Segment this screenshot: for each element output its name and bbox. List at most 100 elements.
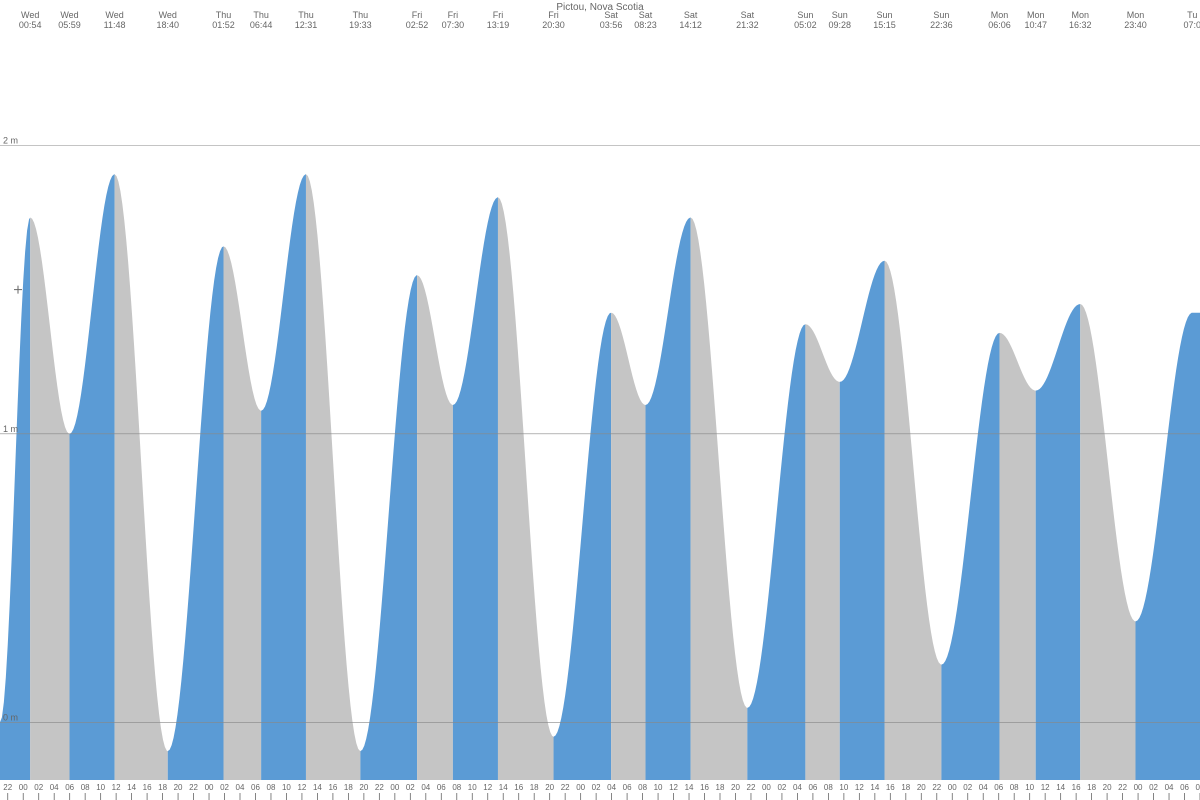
svg-text:20: 20 [174, 783, 183, 792]
svg-text:05:59: 05:59 [58, 20, 81, 30]
svg-text:14: 14 [127, 783, 136, 792]
svg-text:Tu: Tu [1187, 10, 1197, 20]
svg-text:14: 14 [685, 783, 694, 792]
svg-text:04: 04 [421, 783, 430, 792]
svg-text:18: 18 [158, 783, 167, 792]
svg-text:14: 14 [1056, 783, 1065, 792]
svg-text:08: 08 [267, 783, 276, 792]
svg-text:18: 18 [716, 783, 725, 792]
svg-text:14: 14 [499, 783, 508, 792]
svg-text:16: 16 [886, 783, 895, 792]
svg-text:Wed: Wed [21, 10, 39, 20]
svg-text:04: 04 [607, 783, 616, 792]
svg-text:Thu: Thu [353, 10, 369, 20]
svg-text:10: 10 [96, 783, 105, 792]
svg-text:20:30: 20:30 [542, 20, 565, 30]
svg-text:Sat: Sat [604, 10, 618, 20]
y-axis-label: 2 m [3, 135, 18, 145]
svg-text:16: 16 [328, 783, 337, 792]
svg-text:16: 16 [143, 783, 152, 792]
svg-text:21:32: 21:32 [736, 20, 759, 30]
svg-text:08:23: 08:23 [634, 20, 657, 30]
svg-text:00:54: 00:54 [19, 20, 42, 30]
svg-text:08: 08 [81, 783, 90, 792]
svg-text:Fri: Fri [493, 10, 504, 20]
svg-text:06:06: 06:06 [988, 20, 1011, 30]
svg-text:02: 02 [406, 783, 415, 792]
svg-text:Sun: Sun [797, 10, 813, 20]
svg-text:15:15: 15:15 [873, 20, 896, 30]
svg-text:Mon: Mon [1027, 10, 1045, 20]
svg-text:06: 06 [994, 783, 1003, 792]
svg-text:06: 06 [437, 783, 446, 792]
svg-text:22: 22 [189, 783, 198, 792]
svg-text:12: 12 [112, 783, 121, 792]
svg-text:Thu: Thu [216, 10, 232, 20]
svg-text:23:40: 23:40 [1124, 20, 1147, 30]
svg-text:02: 02 [34, 783, 43, 792]
svg-text:08: 08 [1196, 783, 1200, 792]
svg-text:06: 06 [808, 783, 817, 792]
svg-text:22: 22 [561, 783, 570, 792]
svg-text:Sun: Sun [877, 10, 893, 20]
svg-text:00: 00 [1134, 783, 1143, 792]
svg-text:08: 08 [638, 783, 647, 792]
svg-text:Wed: Wed [60, 10, 78, 20]
svg-text:Fri: Fri [412, 10, 423, 20]
svg-text:09:28: 09:28 [829, 20, 852, 30]
svg-text:10: 10 [839, 783, 848, 792]
svg-text:12: 12 [669, 783, 678, 792]
svg-text:10: 10 [468, 783, 477, 792]
svg-text:11:48: 11:48 [104, 20, 126, 30]
svg-text:00: 00 [390, 783, 399, 792]
svg-text:18: 18 [530, 783, 539, 792]
svg-text:01:52: 01:52 [212, 20, 235, 30]
svg-text:14: 14 [313, 783, 322, 792]
svg-text:12: 12 [297, 783, 306, 792]
svg-text:04: 04 [793, 783, 802, 792]
svg-text:Sat: Sat [684, 10, 698, 20]
svg-text:20: 20 [731, 783, 740, 792]
svg-text:08: 08 [824, 783, 833, 792]
svg-text:Sat: Sat [741, 10, 755, 20]
x-ticks: 22 00 02 04 06 08 10 12 14 16 18 20 22 00 02 04 06 08 10 12… [0, 780, 1200, 800]
svg-text:14: 14 [870, 783, 879, 792]
svg-text:12: 12 [483, 783, 492, 792]
svg-text:Thu: Thu [253, 10, 269, 20]
svg-text:Mon: Mon [1071, 10, 1089, 20]
tide-fill [0, 174, 1200, 800]
svg-text:12:31: 12:31 [295, 20, 318, 30]
svg-text:22: 22 [932, 783, 941, 792]
svg-text:16:32: 16:32 [1069, 20, 1092, 30]
svg-text:02:52: 02:52 [406, 20, 429, 30]
svg-text:07:30: 07:30 [442, 20, 465, 30]
chart-title: Pictou, Nova Scotia [556, 2, 644, 13]
svg-text:10: 10 [1025, 783, 1034, 792]
svg-text:06:44: 06:44 [250, 20, 273, 30]
svg-text:16: 16 [514, 783, 523, 792]
svg-text:04: 04 [50, 783, 59, 792]
svg-text:04: 04 [236, 783, 245, 792]
svg-text:06: 06 [1180, 783, 1189, 792]
svg-text:00: 00 [762, 783, 771, 792]
svg-text:Mon: Mon [1127, 10, 1145, 20]
svg-text:12: 12 [1041, 783, 1050, 792]
svg-text:Mon: Mon [991, 10, 1009, 20]
svg-text:18: 18 [1087, 783, 1096, 792]
svg-text:18: 18 [344, 783, 353, 792]
svg-text:Wed: Wed [105, 10, 123, 20]
svg-text:02: 02 [1149, 783, 1158, 792]
svg-text:20: 20 [359, 783, 368, 792]
svg-text:00: 00 [576, 783, 585, 792]
svg-text:22: 22 [375, 783, 384, 792]
svg-text:04: 04 [979, 783, 988, 792]
svg-text:02: 02 [963, 783, 972, 792]
svg-text:16: 16 [700, 783, 709, 792]
svg-text:22: 22 [747, 783, 756, 792]
svg-text:08: 08 [452, 783, 461, 792]
svg-text:14:12: 14:12 [679, 20, 702, 30]
svg-text:Wed: Wed [159, 10, 177, 20]
svg-text:06: 06 [65, 783, 74, 792]
svg-text:05:02: 05:02 [794, 20, 817, 30]
svg-text:12: 12 [855, 783, 864, 792]
